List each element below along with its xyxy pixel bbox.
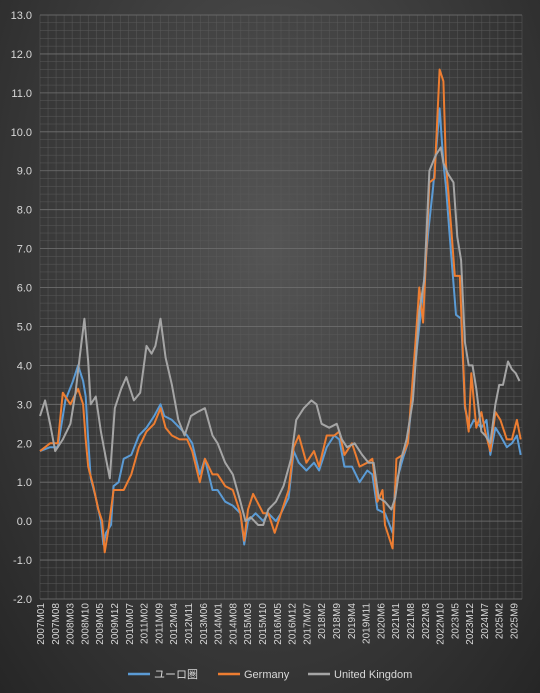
x-axis-ticks: 2007M01 2007M08 2008M03 2008M10 2009M05 2009M… <box>36 603 521 645</box>
x-tick-label: 2007M01 <box>36 603 47 645</box>
legend-label-uk: United Kingdom <box>334 669 412 681</box>
x-tick-label: 2014M08 <box>228 603 239 645</box>
x-tick-label: 2017M07 <box>302 603 313 645</box>
x-tick-label: 2022M3 <box>421 603 432 640</box>
y-tick-label: 12.0 <box>11 49 32 61</box>
x-tick-label: 2011M09 <box>154 603 165 644</box>
y-tick-label: 3.0 <box>17 399 32 411</box>
x-tick-label: 2015M03 <box>243 603 254 645</box>
x-tick-label: 2016M12 <box>288 603 299 645</box>
x-tick-label: 2013M06 <box>199 603 210 645</box>
y-tick-label: 8.0 <box>17 205 32 217</box>
x-tick-label: 2015M10 <box>258 603 269 645</box>
legend-label-ea: ユーロ圏 <box>154 668 198 681</box>
x-tick-label: 2009M05 <box>95 603 106 645</box>
y-tick-label: 9.0 <box>17 166 32 178</box>
x-tick-label: 2012M04 <box>169 603 180 645</box>
x-tick-label: 2023M12 <box>465 603 476 645</box>
grid-lines <box>39 14 523 600</box>
x-tick-label: 2024M7 <box>480 603 491 640</box>
y-tick-label: 11.0 <box>11 88 32 100</box>
series-line-uk <box>39 146 521 526</box>
x-tick-label: 2025M9 <box>510 603 521 640</box>
x-tick-label: 2008M10 <box>80 603 91 645</box>
x-tick-label: 2018M2 <box>317 603 328 640</box>
y-axis-ticks: -2.0 -1.0 0.0 1.0 2.0 3.0 4.0 5.0 6.0 7.0 8.0 9.0 10… <box>11 10 32 606</box>
x-tick-label: 2025M2 <box>495 603 506 640</box>
x-tick-label: 2018M9 <box>332 603 343 640</box>
y-tick-label: 6.0 <box>17 283 32 295</box>
x-tick-label: 2019M4 <box>347 603 358 640</box>
x-tick-label: 2010M07 <box>125 603 136 645</box>
x-tick-label: 2011M02 <box>140 603 151 644</box>
x-tick-label: 2021M1 <box>391 603 402 640</box>
y-tick-label: 2.0 <box>17 438 32 450</box>
y-tick-label: 0.0 <box>17 516 32 528</box>
x-tick-label: 2007M08 <box>51 603 62 645</box>
x-tick-label: 2022M10 <box>436 603 447 645</box>
x-tick-label: 2016M05 <box>273 603 284 645</box>
legend-label-de: Germany <box>244 669 290 681</box>
y-tick-label: 4.0 <box>17 360 32 372</box>
x-tick-label: 2012M11 <box>184 603 195 644</box>
x-tick-label: 2009M12 <box>110 603 121 645</box>
y-tick-label: -2.0 <box>13 594 32 606</box>
x-tick-label: 2019M11 <box>362 603 373 644</box>
x-tick-label: 2014M01 <box>214 603 225 645</box>
y-tick-label: 1.0 <box>17 477 32 489</box>
y-tick-label: -1.0 <box>13 555 32 567</box>
series-line-ea <box>39 107 522 546</box>
x-tick-label: 2021M8 <box>406 603 417 640</box>
legend: ユーロ圏 Germany United Kingdom <box>128 668 412 681</box>
series-lines <box>39 68 522 554</box>
y-tick-label: 5.0 <box>17 321 32 333</box>
y-tick-label: 10.0 <box>11 127 32 139</box>
series-line-de <box>39 68 522 554</box>
x-tick-label: 2023M5 <box>450 603 461 640</box>
y-tick-label: 7.0 <box>17 244 32 256</box>
y-tick-label: 13.0 <box>11 10 32 22</box>
x-tick-label: 2008M03 <box>66 603 77 645</box>
x-tick-label: 2020M6 <box>376 603 387 640</box>
